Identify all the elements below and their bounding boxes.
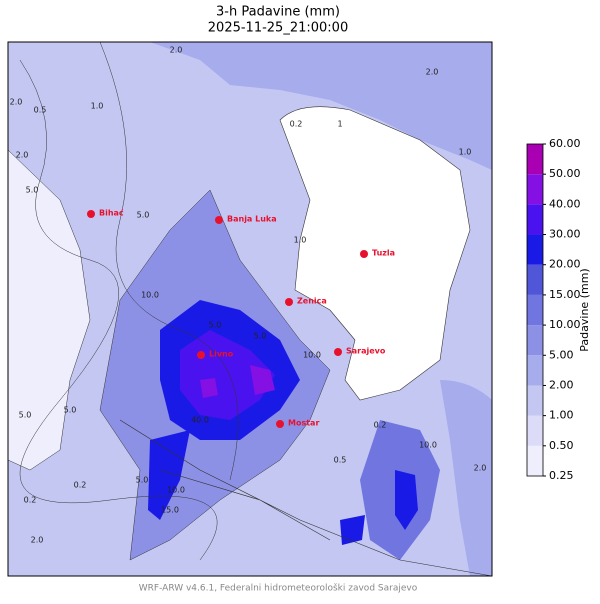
colorbar-segment [527,385,543,416]
contour-label: 5.0 [64,406,77,415]
region [440,380,492,576]
colorbar-tick-label: 15.00 [549,288,581,301]
colorbar-segment [527,234,543,265]
region [8,149,91,471]
contour-label: 0.5 [334,456,347,465]
colorbar-tick-label: 40.00 [549,197,581,210]
contour-label: 10.0 [141,291,159,300]
city-label: Tuzla [372,249,395,258]
map-frame [7,41,493,577]
contour-label: 2.0 [426,68,439,77]
title: 3-h Padavine (mm) [216,5,340,20]
city-marker [215,216,223,224]
footer: WRF-ARW v4.6.1, Federalni hidrometeorolo… [139,583,418,594]
subtitle: 2025-11-25_21:00:00 [208,21,348,36]
contour-label: 5.0 [136,476,149,485]
region [8,42,492,170]
colorbar-tick-label: 0.50 [549,439,574,452]
border-line [119,419,492,576]
city-label: Zenica [297,297,327,306]
contour-line [99,42,239,481]
map: Bihać Banja Luka Tuzla Zenica Sarajevo Livno M… [7,41,493,577]
colorbar-segment [527,325,543,356]
colorbar-segment [527,264,543,295]
contour-label: 5.0 [254,332,267,341]
contour-label: 5.0 [19,411,32,420]
colorbar-segment [527,204,543,235]
city-marker [285,298,293,306]
colorbar-tick-label: 2.00 [549,378,574,391]
city-label: Bihać [99,208,124,218]
region [148,430,190,520]
cities: Bihać Banja Luka Tuzla Zenica Sarajevo Livno M… [87,208,395,428]
colorbar-tick-label: 0.25 [549,469,574,482]
contour-label: 5.0 [26,186,39,195]
contour-label: 0.2 [290,120,303,129]
colorbar-label: Padavine (mm) [578,268,591,351]
contour-labels: 2.0 0.5 2.0 5.0 2.0 2.0 1.0 5.0 10.0 5.0 1.0 0.2 1 2.… [10,46,487,545]
contour-label: 10.0 [303,351,321,360]
colorbar-tick-label: 50.00 [549,167,581,180]
contour-label: 0.2 [374,421,387,430]
contour-label: 2.0 [10,98,23,107]
colorbar-tick-label: 30.00 [549,228,581,241]
contour-label: 15.0 [161,506,179,515]
contour-label: 5.0 [137,211,150,220]
contour-label: 2.0 [474,464,487,473]
region [340,470,418,545]
contour-label: 1.0 [459,148,472,157]
city-label: Mostar [288,419,319,428]
contour-label: 1.0 [91,102,104,111]
colorbar-segment [527,144,543,175]
city-marker [334,348,342,356]
contour-label: 2.0 [170,46,183,55]
colorbar-tick-label: 60.00 [549,137,581,150]
contour-label: 0.5 [34,106,47,115]
contour-label: 5.0 [209,321,222,330]
colorbar-segment [527,415,543,446]
contour-label: 0.2 [24,496,37,505]
city-label: Sarajevo [346,347,386,356]
colorbar-tick-label: 20.00 [549,258,581,271]
contour-line [19,59,218,561]
colorbar: 0.25 0.50 1.00 2.00 5.00 10.00 15.00 20.00 30.00… [526,137,581,482]
region [200,365,275,398]
colorbar-frame [526,143,544,477]
city-marker [87,210,95,218]
colorbar-tick-label: 1.00 [549,409,574,422]
contour-label: 2.0 [16,151,29,160]
contour-label: 10.0 [419,441,437,450]
colorbar-segment [527,294,543,326]
contour-label: 10.0 [167,486,185,495]
city-label: Livno [209,350,234,359]
contour-label: 1 [337,120,342,129]
contour-label: 1.0 [294,236,307,245]
city-marker [276,420,284,428]
city-marker [360,250,368,258]
city-label: Banja Luka [227,215,277,224]
contour-label: 2.0 [31,536,44,545]
colorbar-segment [527,355,543,386]
dry-region [279,106,471,401]
contour-label: 0.2 [74,481,87,490]
colorbar-segment [527,445,543,476]
city-marker [197,351,205,359]
colorbar-segment [527,174,543,205]
contour-label: 40.0 [191,416,209,425]
colorbar-tick-label: 5.00 [549,348,574,361]
colorbar-tick-label: 10.00 [549,318,581,331]
